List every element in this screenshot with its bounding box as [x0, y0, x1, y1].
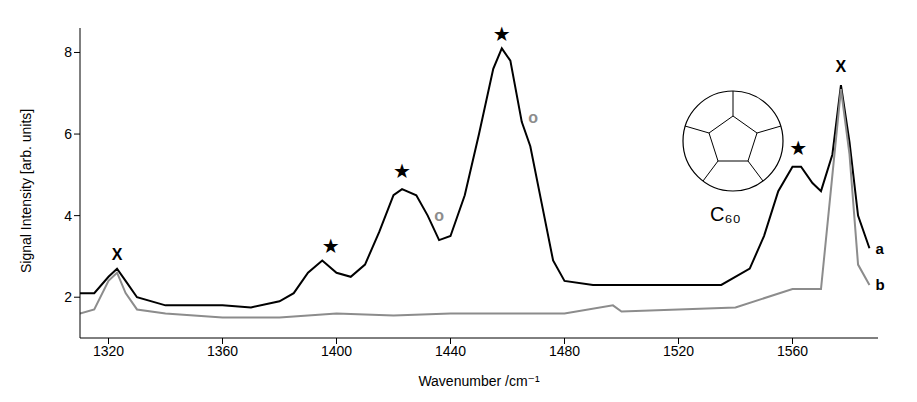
svg-text:1520: 1520: [663, 343, 694, 359]
svg-text:1560: 1560: [777, 343, 808, 359]
svg-text:★: ★: [393, 160, 411, 182]
svg-text:8: 8: [64, 44, 72, 60]
svg-text:★: ★: [493, 23, 511, 45]
svg-text:o: o: [528, 109, 538, 126]
svg-text:b: b: [875, 276, 884, 293]
html-text:C₆₀: C₆₀: [710, 203, 741, 225]
svg-text:★: ★: [322, 235, 340, 257]
svg-text:1440: 1440: [435, 343, 466, 359]
svg-text:1480: 1480: [549, 343, 580, 359]
svg-text:o: o: [434, 207, 444, 224]
svg-text:4: 4: [64, 208, 72, 224]
svg-text:1400: 1400: [321, 343, 352, 359]
svg-text:1360: 1360: [207, 343, 238, 359]
svg-text:X: X: [112, 246, 123, 263]
svg-text:X: X: [836, 58, 847, 75]
svg-text:Signal Intensity [arb. units]: Signal Intensity [arb. units]: [18, 109, 34, 273]
svg-text:Wavenumber /cm⁻¹: Wavenumber /cm⁻¹: [418, 373, 540, 389]
svg-text:2: 2: [64, 289, 72, 305]
svg-text:6: 6: [64, 126, 72, 142]
svg-text:a: a: [875, 240, 884, 257]
svg-text:1320: 1320: [93, 343, 124, 359]
svg-text:★: ★: [789, 137, 807, 159]
